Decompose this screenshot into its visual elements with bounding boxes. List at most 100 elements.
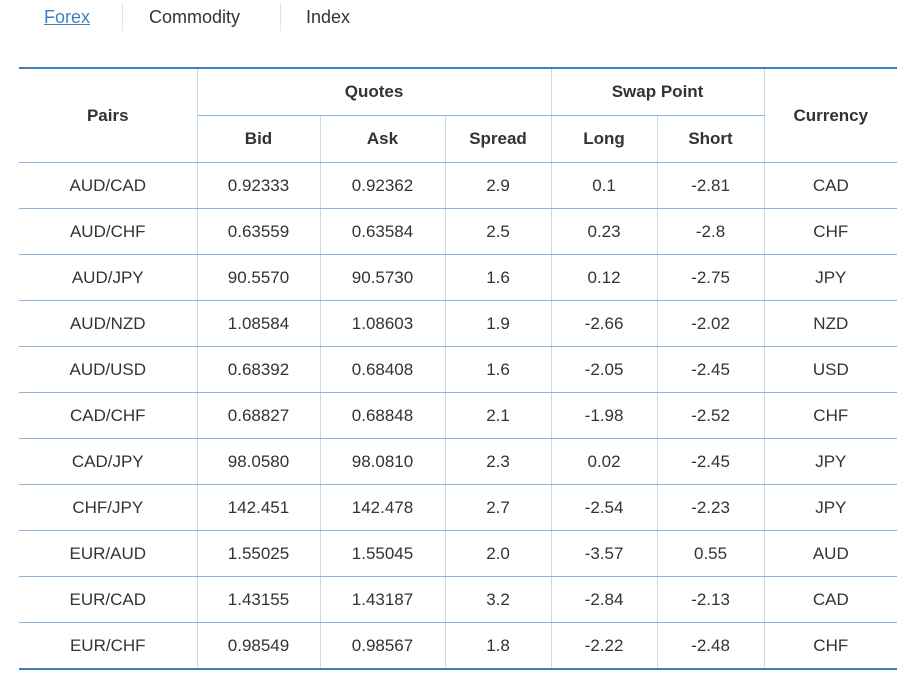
table-cell: 0.68827 bbox=[196, 392, 321, 439]
quotes-table: Pairs Quotes Swap Point Currency Bid Ask… bbox=[19, 67, 898, 670]
table-cell: 2.0 bbox=[444, 530, 552, 577]
table-cell: 1.8 bbox=[444, 622, 552, 670]
table-cell: 1.9 bbox=[444, 300, 552, 347]
table-cell: -2.84 bbox=[550, 576, 658, 623]
header-cell: Pairs bbox=[19, 67, 198, 163]
table-cell: -2.8 bbox=[656, 208, 765, 255]
table-cell: 142.451 bbox=[196, 484, 321, 531]
table-cell: 0.1 bbox=[550, 162, 658, 209]
table-cell: AUD/CHF bbox=[19, 208, 198, 255]
table-cell: JPY bbox=[763, 484, 898, 531]
table-cell: -2.05 bbox=[550, 346, 658, 393]
table-cell: CAD bbox=[763, 576, 898, 623]
table-cell: JPY bbox=[763, 438, 898, 485]
table-row: CHF/JPY 142.451 142.478 2.7 -2.54 -2.23 JPY bbox=[19, 484, 898, 531]
table-cell: 0.63584 bbox=[319, 208, 446, 255]
table-row: CAD/CHF 0.68827 0.68848 2.1 -1.98 -2.52 CHF bbox=[19, 392, 898, 439]
table-cell: 1.6 bbox=[444, 346, 552, 393]
table-cell: 0.92333 bbox=[196, 162, 321, 209]
table-cell: AUD/USD bbox=[19, 346, 198, 393]
table-cell: 0.12 bbox=[550, 254, 658, 301]
table-row: EUR/CHF 0.98549 0.98567 1.8 -2.22 -2.48 CHF bbox=[19, 622, 898, 670]
table-cell: AUD/CAD bbox=[19, 162, 198, 209]
table-cell: NZD bbox=[763, 300, 898, 347]
header-cell: Swap Point bbox=[550, 67, 765, 116]
table-cell: 1.6 bbox=[444, 254, 552, 301]
table-row: CAD/JPY 98.0580 98.0810 2.3 0.02 -2.45 JPY bbox=[19, 438, 898, 485]
table-cell: -3.57 bbox=[550, 530, 658, 577]
table-cell: 0.63559 bbox=[196, 208, 321, 255]
tab[interactable]: Commodity bbox=[149, 7, 241, 27]
table-cell: CHF bbox=[763, 622, 898, 670]
table-cell: 1.08603 bbox=[319, 300, 446, 347]
table-cell: 0.68848 bbox=[319, 392, 446, 439]
table-cell: -1.98 bbox=[550, 392, 658, 439]
table-row: EUR/AUD 1.55025 1.55045 2.0 -3.57 0.55 AUD bbox=[19, 530, 898, 577]
table-cell: 1.08584 bbox=[196, 300, 321, 347]
table-cell: 0.98549 bbox=[196, 622, 321, 670]
table-row: AUD/NZD 1.08584 1.08603 1.9 -2.66 -2.02 NZD bbox=[19, 300, 898, 347]
table-cell: -2.13 bbox=[656, 576, 765, 623]
table-cell: 90.5570 bbox=[196, 254, 321, 301]
table-cell: CAD bbox=[763, 162, 898, 209]
table-cell: -2.75 bbox=[656, 254, 765, 301]
table-cell: AUD bbox=[763, 530, 898, 577]
table-cell: -2.52 bbox=[656, 392, 765, 439]
table-row: EUR/CAD 1.43155 1.43187 3.2 -2.84 -2.13 CAD bbox=[19, 576, 898, 623]
table-cell: 0.02 bbox=[550, 438, 658, 485]
table-cell: 0.55 bbox=[656, 530, 765, 577]
header-row: Bid Ask Spread Long Short bbox=[19, 115, 897, 163]
table-cell: -2.45 bbox=[656, 438, 765, 485]
table-row: AUD/CHF 0.63559 0.63584 2.5 0.23 -2.8 CHF bbox=[19, 208, 898, 255]
table-cell: AUD/NZD bbox=[19, 300, 198, 347]
table-cell: 3.2 bbox=[444, 576, 552, 623]
table-body: AUD/CAD 0.92333 0.92362 2.9 0.1 -2.81 CAD AUD/C… bbox=[19, 162, 898, 670]
table-cell: CAD/JPY bbox=[19, 438, 198, 485]
table-cell: 1.43155 bbox=[196, 576, 321, 623]
table-cell: 0.23 bbox=[550, 208, 658, 255]
table-row: AUD/USD 0.68392 0.68408 1.6 -2.05 -2.45 USD bbox=[19, 346, 898, 393]
table-row: AUD/CAD 0.92333 0.92362 2.9 0.1 -2.81 CAD bbox=[19, 162, 898, 209]
table-head: Pairs Quotes Swap Point Currency Bid Ask… bbox=[19, 67, 898, 163]
table-cell: 0.98567 bbox=[319, 622, 446, 670]
table-cell: 98.0580 bbox=[196, 438, 321, 485]
table-cell: EUR/CHF bbox=[19, 622, 198, 670]
table-cell: 0.68392 bbox=[196, 346, 321, 393]
table-cell: 1.43187 bbox=[319, 576, 446, 623]
table-cell: 0.68408 bbox=[319, 346, 446, 393]
table-cell: AUD/JPY bbox=[19, 254, 198, 301]
table-cell: 2.7 bbox=[444, 484, 552, 531]
table-cell: 1.55025 bbox=[196, 530, 321, 577]
header-cell: Bid bbox=[197, 115, 321, 163]
table-cell: CHF/JPY bbox=[19, 484, 198, 531]
table-cell: 2.3 bbox=[444, 438, 552, 485]
header-row: Pairs Quotes Swap Point Currency bbox=[19, 67, 898, 163]
table-cell: -2.54 bbox=[550, 484, 658, 531]
tab[interactable]: Index bbox=[306, 7, 351, 27]
table-cell: -2.23 bbox=[656, 484, 765, 531]
separator bbox=[122, 3, 123, 31]
table-cell: 2.5 bbox=[444, 208, 552, 255]
table-cell: -2.81 bbox=[656, 162, 765, 209]
table-cell: USD bbox=[763, 346, 898, 393]
table-cell: -2.48 bbox=[656, 622, 765, 670]
table-cell: 98.0810 bbox=[319, 438, 446, 485]
table-cell: EUR/AUD bbox=[19, 530, 198, 577]
table-cell: CAD/CHF bbox=[19, 392, 198, 439]
table-cell: 1.55045 bbox=[319, 530, 446, 577]
table-cell: 142.478 bbox=[319, 484, 446, 531]
table-cell: 2.9 bbox=[444, 162, 552, 209]
table-cell: CHF bbox=[763, 392, 898, 439]
header-cell: Long bbox=[550, 115, 658, 163]
table-cell: -2.22 bbox=[550, 622, 658, 670]
header-cell: Quotes bbox=[196, 67, 552, 116]
table-cell: -2.66 bbox=[550, 300, 658, 347]
tab[interactable]: Forex bbox=[44, 7, 91, 27]
header-cell: Currency bbox=[763, 67, 898, 163]
table-cell: -2.45 bbox=[656, 346, 765, 393]
header-cell: Short bbox=[656, 115, 765, 163]
table-cell: -2.02 bbox=[656, 300, 765, 347]
header-cell: Spread bbox=[444, 115, 552, 163]
tab-bar: Forex Commodity Index bbox=[0, 0, 923, 34]
